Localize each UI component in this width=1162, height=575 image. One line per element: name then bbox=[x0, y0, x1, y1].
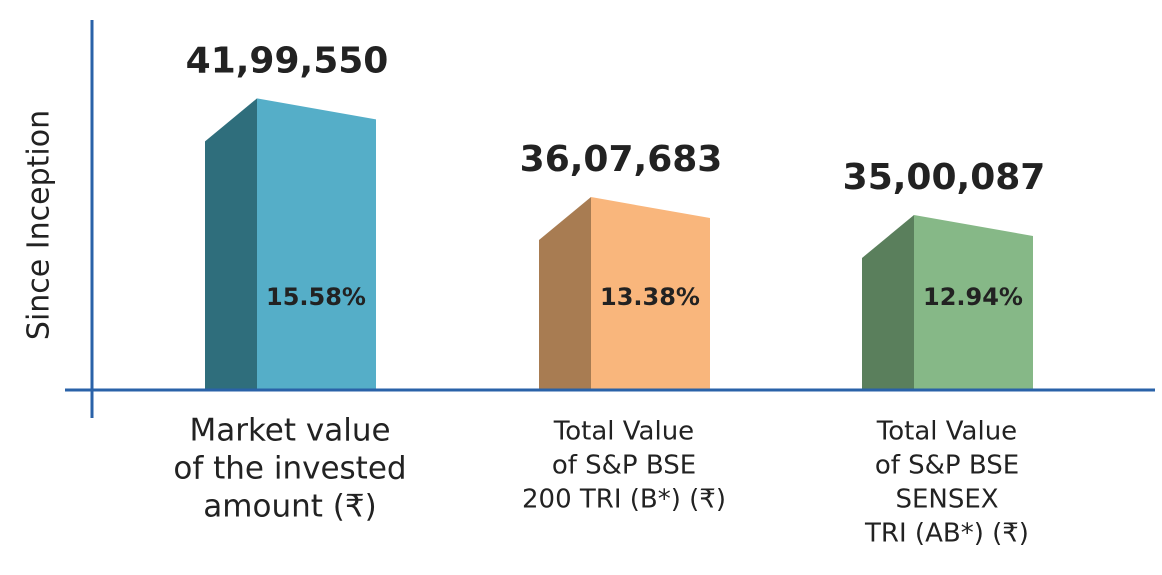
return-label: 12.94% bbox=[923, 283, 1023, 311]
bar-front bbox=[591, 197, 710, 390]
bar-side bbox=[862, 214, 914, 390]
x-tick-label: of S&P BSE bbox=[552, 451, 696, 481]
return-label: 15.58% bbox=[266, 283, 366, 311]
bar-front bbox=[914, 214, 1033, 390]
bar bbox=[862, 214, 1033, 390]
x-tick-label: 200 TRI (B*) (₹) bbox=[522, 485, 726, 515]
bar bbox=[539, 197, 710, 390]
x-tick-label: TRI (AB*) (₹) bbox=[864, 519, 1029, 549]
value-label: 36,07,683 bbox=[520, 139, 723, 180]
return-label: 13.38% bbox=[600, 283, 700, 311]
x-tick-label: Total Value bbox=[553, 417, 694, 447]
bar-side bbox=[539, 197, 591, 390]
x-tick-label: amount (₹) bbox=[203, 489, 376, 525]
x-tick-label: Market value bbox=[189, 413, 390, 449]
value-label: 35,00,087 bbox=[843, 157, 1046, 198]
y-axis-label: Since Inception bbox=[22, 110, 57, 340]
bar-front bbox=[257, 98, 376, 391]
bar bbox=[205, 98, 376, 391]
x-tick-label: of S&P BSE bbox=[875, 451, 1019, 481]
x-tick-label: of the invested bbox=[173, 451, 406, 487]
x-tick-label: Total Value bbox=[876, 417, 1017, 447]
value-label: 41,99,550 bbox=[186, 40, 389, 81]
x-tick-label: SENSEX bbox=[895, 485, 998, 515]
bar-side bbox=[205, 98, 257, 391]
